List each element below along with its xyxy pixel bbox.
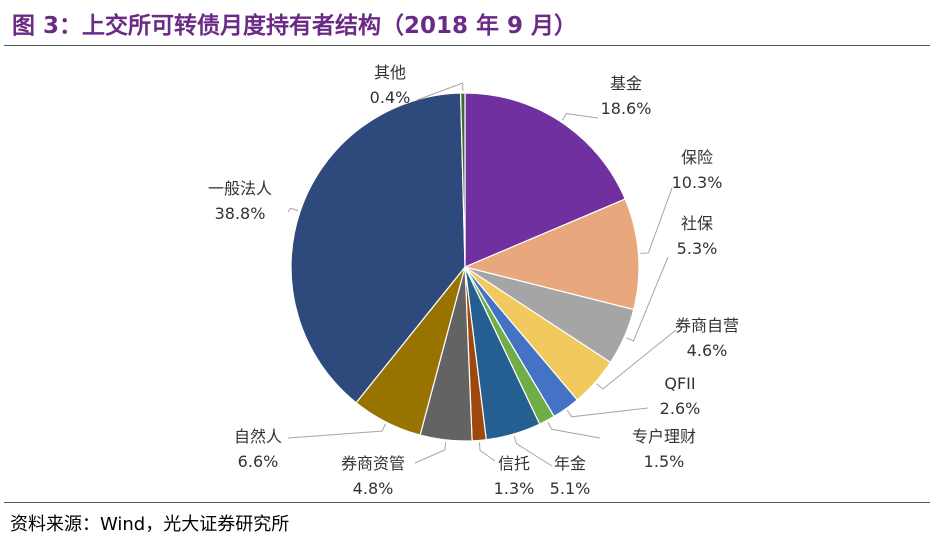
- slice-value-label-5: 1.5%: [644, 452, 685, 471]
- pie-slice-1: [463, 198, 640, 311]
- slice-label-11: 其他: [374, 63, 406, 82]
- slice-label-2: 社保: [681, 214, 713, 233]
- slice-label-8: 券商资管: [341, 454, 405, 473]
- slice-label-6: 年金: [554, 454, 586, 473]
- pie-slice-10: [290, 92, 466, 404]
- slice-label-5: 专户理财: [632, 427, 696, 446]
- leader-line-6: [513, 435, 553, 467]
- slice-label-0: 基金: [610, 74, 642, 93]
- leader-line-1: [640, 187, 673, 254]
- slice-value-label-3: 4.6%: [687, 341, 728, 360]
- pie-slice-11: [460, 92, 466, 268]
- slice-label-10: 一般法人: [208, 179, 272, 198]
- slice-value-label-2: 5.3%: [677, 239, 718, 258]
- bottom-rule: [4, 502, 930, 503]
- slice-value-label-4: 2.6%: [660, 399, 701, 418]
- leader-line-5: [547, 422, 601, 439]
- slice-value-label-8: 4.8%: [353, 479, 394, 498]
- top-rule: [4, 45, 930, 46]
- leader-line-2: [625, 256, 669, 342]
- leader-line-10: [287, 207, 299, 213]
- slice-value-label-9: 6.6%: [238, 452, 279, 471]
- slice-value-label-10: 38.8%: [215, 204, 266, 223]
- slice-value-label-0: 18.6%: [601, 99, 652, 118]
- slice-value-label-7: 1.3%: [494, 479, 535, 498]
- slice-label-3: 券商自营: [675, 316, 739, 335]
- leader-line-0: [561, 113, 599, 121]
- slice-label-9: 自然人: [234, 427, 282, 446]
- slice-value-label-11: 0.4%: [370, 88, 411, 107]
- slice-value-label-1: 10.3%: [672, 173, 723, 192]
- leader-line-9: [287, 423, 386, 439]
- leader-line-7: [478, 442, 496, 462]
- leader-line-3: [596, 329, 677, 390]
- slice-label-1: 保险: [681, 148, 713, 167]
- leader-line-4: [566, 407, 649, 418]
- slice-value-label-6: 5.1%: [550, 479, 591, 498]
- slice-label-7: 信托: [498, 454, 530, 473]
- slice-label-4: QFII: [664, 374, 695, 393]
- leader-line-11: [416, 82, 464, 101]
- source-note: 资料来源：Wind，光大证券研究所: [10, 514, 290, 535]
- pie-slice-0: [464, 92, 626, 268]
- figure-title: 图 3：上交所可转债月度持有者结构（2018 年 9 月）: [12, 13, 578, 39]
- leader-line-8: [414, 441, 447, 464]
